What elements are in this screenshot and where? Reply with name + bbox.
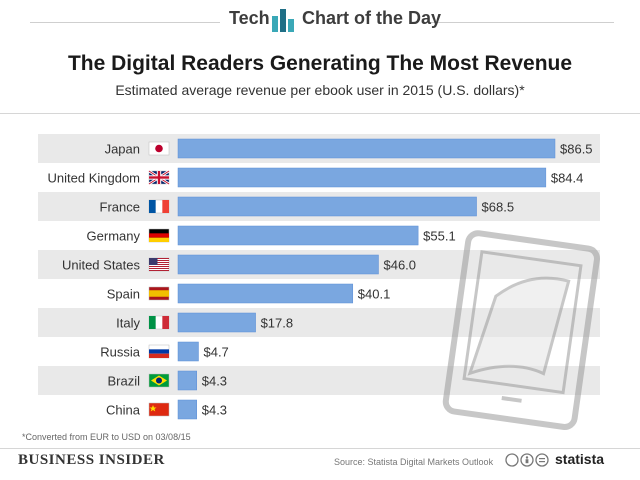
france-flag-icon <box>148 199 170 214</box>
bar-row: Brazil $4.3 <box>107 370 227 391</box>
category-label: China <box>106 403 141 418</box>
spain-flag-icon <box>148 286 170 301</box>
japan-flag-icon <box>148 141 170 156</box>
category-label: Germany <box>87 229 141 244</box>
conversion-footnote: *Converted from EUR to USD on 03/08/15 <box>22 432 191 442</box>
bar <box>177 341 199 362</box>
bar <box>177 196 477 217</box>
value-label: $46.0 <box>383 258 416 273</box>
brazil-flag-icon <box>148 373 170 388</box>
bar-row: China $4.3 <box>106 399 227 420</box>
bar <box>177 312 256 333</box>
category-label: France <box>100 200 140 215</box>
bar-row: Russia $4.7 <box>100 341 229 362</box>
value-label: $40.1 <box>358 287 391 302</box>
row-stripe <box>38 366 600 395</box>
china-flag-icon <box>148 402 170 417</box>
category-label: Spain <box>107 287 140 302</box>
value-label: $4.3 <box>202 374 227 389</box>
source-note: Source: Statista Digital Markets Outlook <box>334 457 494 467</box>
category-label: Brazil <box>107 374 140 389</box>
chart-header: Tech Chart of the Day <box>0 0 640 44</box>
value-label: $68.5 <box>482 200 515 215</box>
chart-title: The Digital Readers Generating The Most … <box>67 52 573 75</box>
bar <box>177 370 197 391</box>
header-chart-of-the-day-label: Chart of the Day <box>302 8 442 28</box>
uk-flag-icon <box>148 169 170 186</box>
russia-flag-icon <box>148 344 170 359</box>
bar <box>177 225 419 246</box>
bar-row: United States $46.0 <box>62 254 416 275</box>
bar-row: Spain $40.1 <box>107 283 391 304</box>
category-label: Italy <box>116 316 140 331</box>
header-rule-left <box>30 22 220 23</box>
bar-row: United Kingdom $84.4 <box>48 167 584 188</box>
category-label: United States <box>62 258 141 273</box>
value-label: $84.4 <box>551 171 584 186</box>
creative-commons-icon <box>505 453 549 467</box>
germany-flag-icon <box>148 228 170 243</box>
title-divider <box>0 113 640 114</box>
bar-row: Italy $17.8 <box>116 312 294 333</box>
bar-row: Germany $55.1 <box>87 225 456 246</box>
value-label: $4.7 <box>203 345 228 360</box>
statista-logo: statista <box>555 451 605 467</box>
italy-flag-icon <box>148 315 170 330</box>
footer-divider <box>0 448 640 449</box>
chart-subtitle: Estimated average revenue per ebook user… <box>115 82 525 98</box>
chart-of-the-day-logo-icon <box>272 9 294 32</box>
value-label: $86.5 <box>560 142 593 157</box>
bar-row: France $68.5 <box>100 196 515 217</box>
value-label: $4.3 <box>202 403 227 418</box>
value-label: $55.1 <box>423 229 456 244</box>
header-rule-right <box>424 22 614 23</box>
category-label: United Kingdom <box>48 171 141 186</box>
bar <box>177 399 197 420</box>
ereader-illustration-icon <box>442 230 600 430</box>
category-label: Russia <box>100 345 141 360</box>
usa-flag-icon <box>148 257 170 272</box>
header-tech-label: Tech <box>229 8 270 28</box>
business-insider-logo: BUSINESS INSIDER <box>18 452 165 468</box>
bar <box>177 283 354 304</box>
bars: Japan $86.5 United Kingdom $84.4 France $68.5… <box>48 138 593 420</box>
bar <box>177 138 556 159</box>
bar-row: Japan $86.5 <box>105 138 593 159</box>
bar <box>177 254 379 275</box>
value-label: $17.8 <box>261 316 294 331</box>
bar <box>177 167 547 188</box>
category-label: Japan <box>105 142 140 157</box>
